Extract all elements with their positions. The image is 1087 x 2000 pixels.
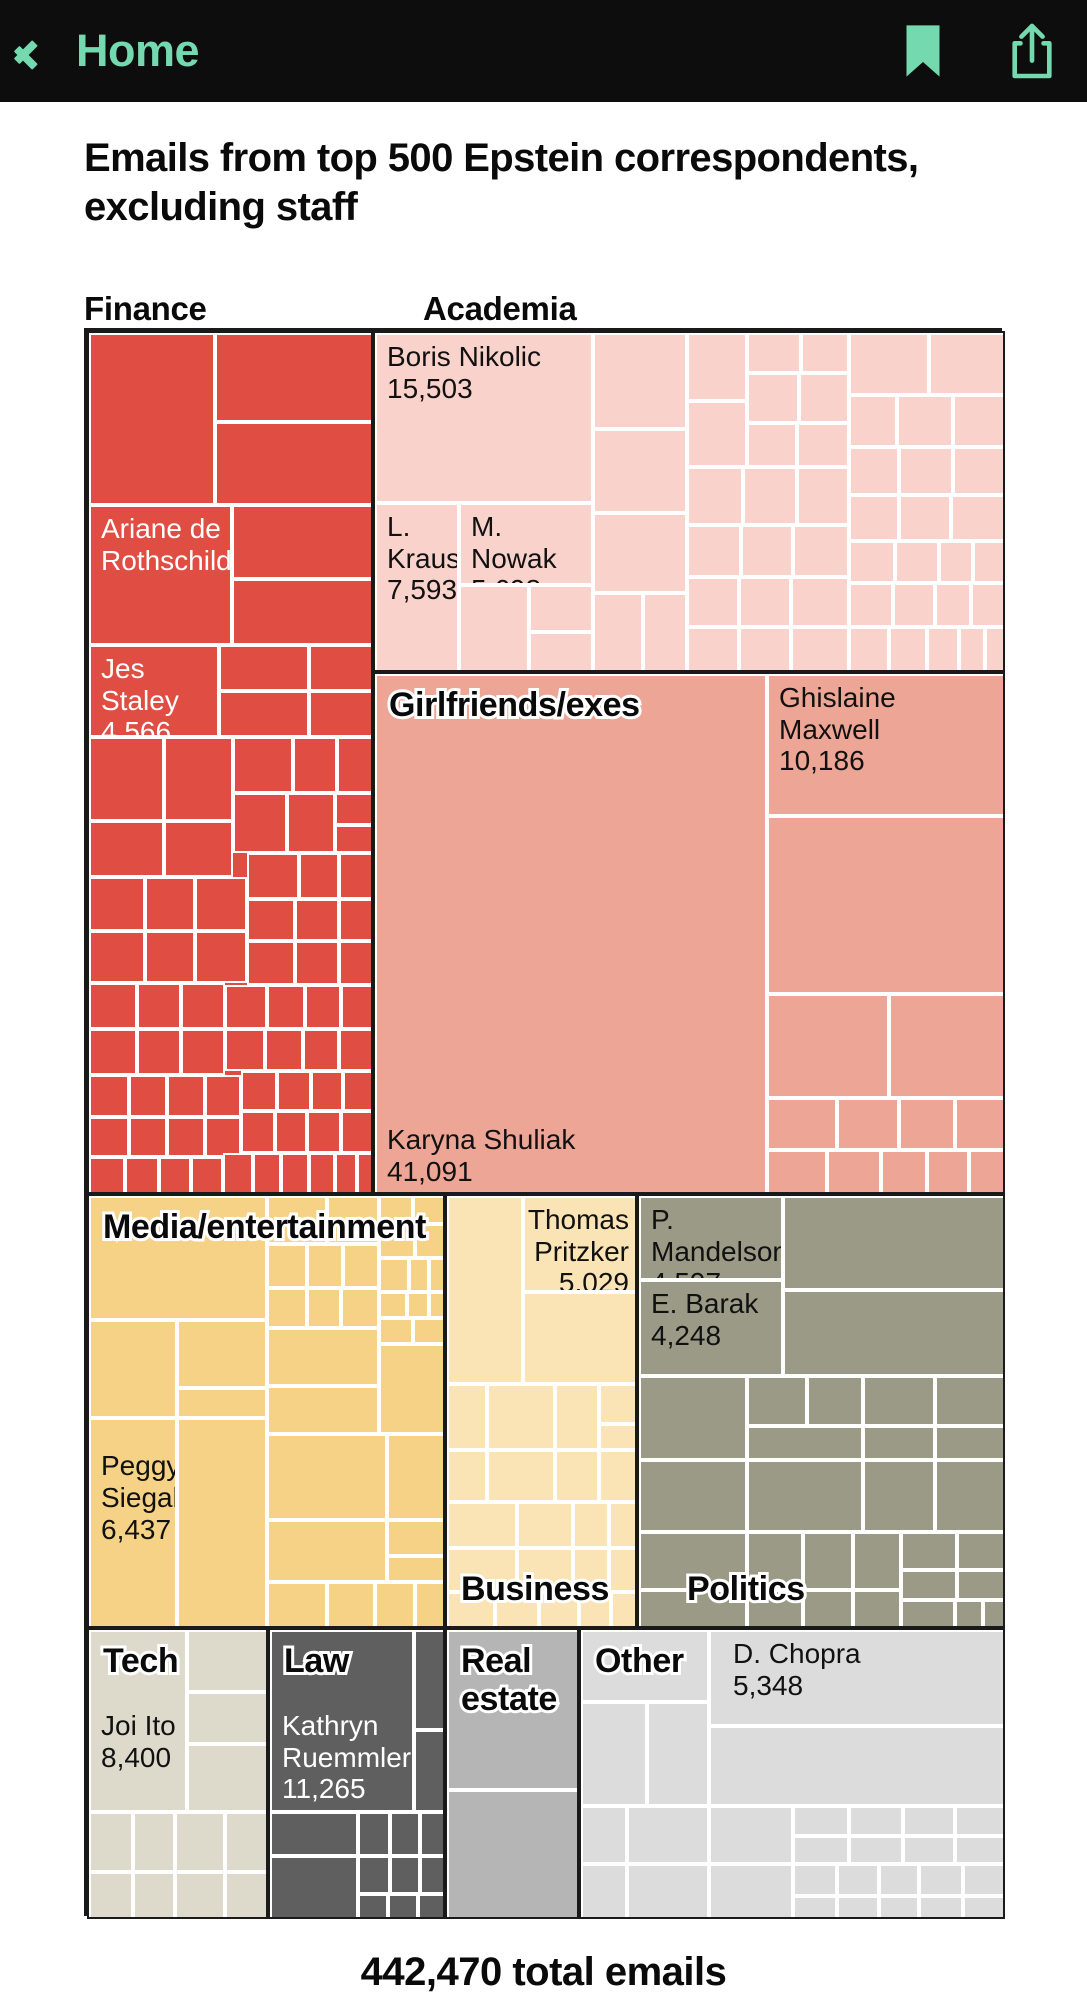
group-label-tech: Tech: [100, 1639, 182, 1683]
chart-title: Emails from top 500 Epstein corresponden…: [84, 136, 919, 229]
bookmark-icon[interactable]: [901, 23, 945, 79]
category-headers: Finance Academia: [84, 272, 1003, 328]
tile-label-staley: Jes Staley 4,566: [101, 652, 179, 737]
treemap-group-tech[interactable]: Joi Ito 8,400 Tech: [87, 1627, 268, 1919]
group-label-real-estate: Real estate: [458, 1639, 560, 1721]
category-header-academia: Academia: [423, 289, 577, 327]
chart-footer-total: 442,470 total emails: [360, 1949, 727, 1994]
treemap-group-real-estate[interactable]: Real estate: [445, 1627, 579, 1919]
tile-label-krauss: L. Krauss 7,593: [387, 510, 459, 606]
treemap-group-finance[interactable]: Ariane de Rothschild Jes Staley 4,566: [87, 330, 373, 1194]
group-label-other: Other: [592, 1639, 687, 1683]
treemap-chart: Ariane de Rothschild Jes Staley 4,566: [84, 327, 1005, 1919]
chevron-left-icon: [28, 25, 62, 77]
treemap-group-other[interactable]: D. Chopra 5,348: [579, 1627, 1005, 1919]
treemap-group-business[interactable]: Thomas Pritzker 5,029 Busi: [445, 1193, 637, 1628]
group-label-politics: Politics: [684, 1567, 808, 1611]
group-label-business: Business: [458, 1567, 612, 1611]
tile-label-kathryn-ruemmler: Kathryn Ruemmler 11,265: [282, 1709, 412, 1805]
category-header-finance: Finance: [84, 289, 207, 327]
treemap-group-girlfriends-exes[interactable]: Karyna Shuliak 41,091 Ghislaine Maxwell …: [373, 671, 1005, 1194]
tile-label-karyna-shuliak: Karyna Shuliak 41,091: [387, 1123, 576, 1187]
tile-label-mandelson: P. Mandelson 4,597: [651, 1203, 783, 1278]
back-button-label: Home: [76, 25, 200, 76]
treemap-group-law[interactable]: Kathryn Ruemmler 11,265 Law: [268, 1627, 445, 1919]
tile-label-peggy-siegal: Peggy Siegal 6,437: [101, 1449, 177, 1545]
group-label-law: Law: [281, 1639, 352, 1683]
group-label-media-entertainment: Media/entertainment: [100, 1205, 429, 1249]
treemap-group-politics[interactable]: P. Mandelson 4,597 E. Barak 4,248: [637, 1193, 1005, 1628]
tile-label-barak: E. Barak 4,248: [651, 1287, 759, 1351]
treemap-group-media-entertainment[interactable]: Peggy Siegal 6,437: [87, 1193, 445, 1628]
tile-label-d-chopra: D. Chopra 5,348: [733, 1637, 861, 1701]
tile-label-rothschild: Ariane de Rothschild: [101, 512, 232, 576]
app-navbar: Home: [0, 0, 1087, 102]
tile-label-ghislaine-maxwell: Ghislaine Maxwell 10,186: [779, 681, 896, 777]
treemap-group-academia[interactable]: Boris Nikolic 15,503 L. Krauss 7,593 M. …: [373, 330, 1005, 672]
tile-label-joi-ito: Joi Ito 8,400: [101, 1709, 176, 1773]
back-button[interactable]: Home: [28, 25, 200, 77]
tile-label-nowak: M. Nowak 5,698: [471, 510, 557, 583]
tile-label-thomas-pritzker: Thomas Pritzker 5,029: [527, 1203, 629, 1292]
navbar-actions: [901, 22, 1057, 80]
share-icon[interactable]: [1007, 22, 1057, 80]
tile-label-boris-nikolic: Boris Nikolic 15,503: [387, 340, 542, 404]
article-content: Emails from top 500 Epstein corresponden…: [0, 134, 1087, 1995]
group-label-girlfriends-exes: Girlfriends/exes: [386, 683, 643, 727]
